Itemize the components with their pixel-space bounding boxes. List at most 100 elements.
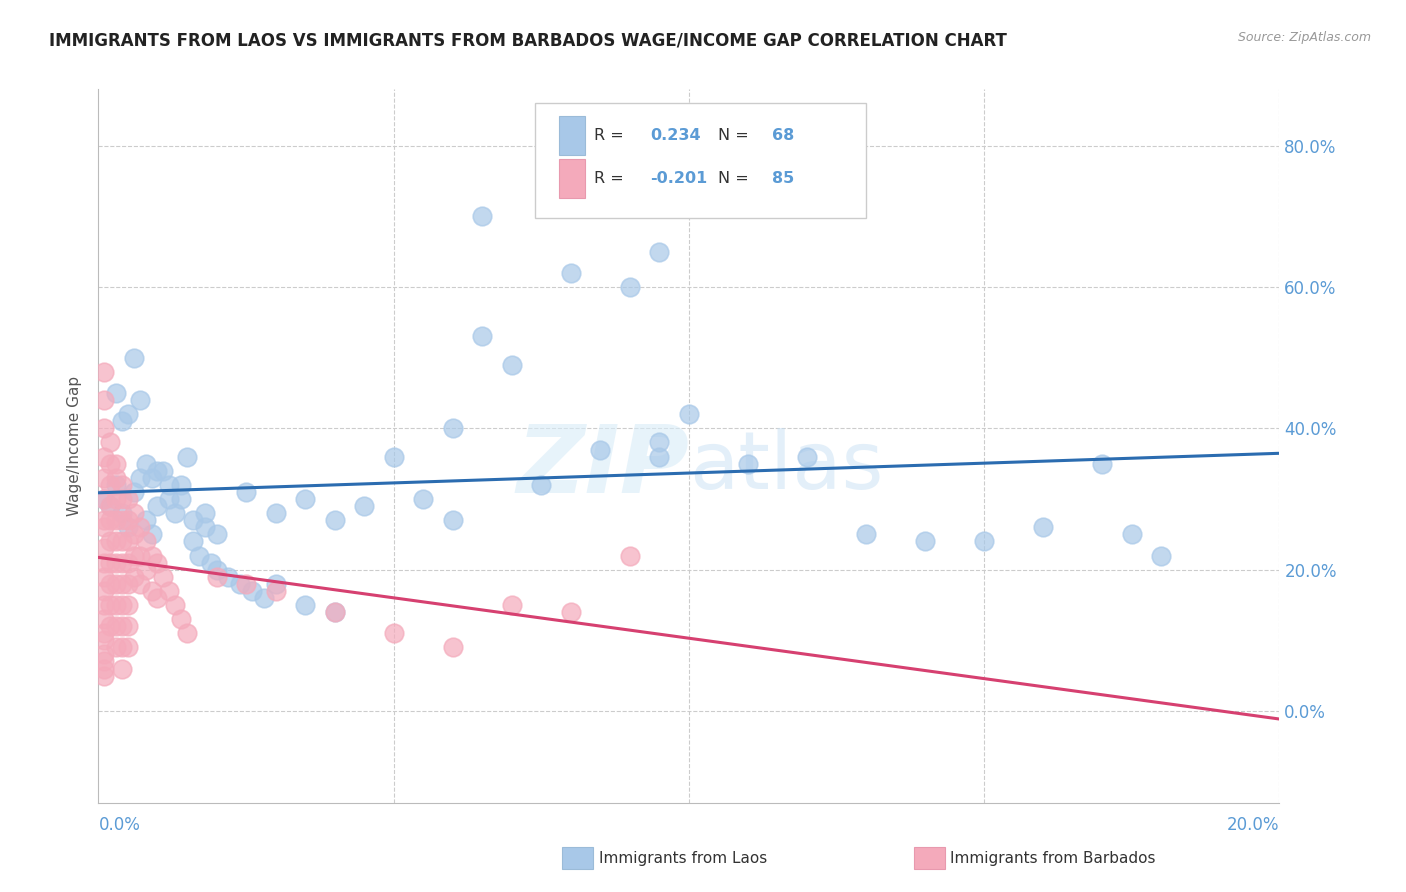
Point [141,527,163,541]
Point [165,598,187,612]
Point [471,210,494,224]
Point [105,556,128,570]
Point [93,471,115,485]
Point [501,358,523,372]
Point [111,506,134,520]
Point [323,605,346,619]
Point [122,549,145,563]
Point [98,435,121,450]
Point [135,457,157,471]
Point [105,640,128,655]
Point [111,414,134,428]
Point [105,491,128,506]
Point [111,662,134,676]
Point [98,499,121,513]
Point [141,471,163,485]
Point [98,556,121,570]
Point [323,605,346,619]
Point [619,280,641,294]
Point [1150,549,1173,563]
FancyBboxPatch shape [560,116,585,155]
Point [93,450,115,464]
Point [135,534,157,549]
Point [111,640,134,655]
Point [93,648,115,662]
Text: 0.0%: 0.0% [98,816,141,834]
Point [176,450,198,464]
Point [98,619,121,633]
Point [111,491,134,506]
Point [855,527,877,541]
Point [471,329,494,343]
Point [93,365,115,379]
Point [441,640,464,655]
Point [98,457,121,471]
Text: Immigrants from Barbados: Immigrants from Barbados [950,851,1156,865]
Text: 0.234: 0.234 [650,128,700,143]
Text: N =: N = [718,171,755,186]
Point [93,570,115,584]
Point [253,591,276,605]
Point [294,598,316,612]
Point [530,478,553,492]
Point [441,421,464,435]
Point [93,583,115,598]
Point [205,527,228,541]
Point [217,570,239,584]
Point [157,478,180,492]
Point [152,464,174,478]
Point [323,513,346,527]
Text: 20.0%: 20.0% [1227,816,1279,834]
Point [648,244,671,259]
Point [648,435,671,450]
Point [122,506,145,520]
Point [117,640,139,655]
Point [105,386,128,401]
Point [98,499,121,513]
Point [146,499,169,513]
Point [382,450,405,464]
Point [111,576,134,591]
Point [235,484,257,499]
Point [796,450,818,464]
Point [141,549,163,563]
Point [181,534,204,549]
Point [122,570,145,584]
Point [98,534,121,549]
Text: R =: R = [595,128,630,143]
Point [128,471,150,485]
Text: Immigrants from Laos: Immigrants from Laos [599,851,768,865]
Point [93,491,115,506]
Point [648,450,671,464]
Point [264,506,287,520]
FancyBboxPatch shape [536,103,866,218]
Point [141,583,163,598]
Point [619,549,641,563]
Point [264,576,287,591]
Point [914,534,936,549]
Point [111,534,134,549]
Point [157,583,180,598]
Point [117,576,139,591]
Point [194,520,217,534]
Point [157,491,180,506]
Point [93,633,115,648]
FancyBboxPatch shape [560,159,585,198]
Point [146,556,169,570]
Point [1091,457,1114,471]
Point [93,655,115,669]
Point [382,626,405,640]
Point [93,491,115,506]
Text: N =: N = [718,128,755,143]
Point [205,570,228,584]
Point [235,576,257,591]
Point [93,541,115,556]
Point [187,549,209,563]
Point [240,583,263,598]
Point [117,598,139,612]
Point [205,563,228,577]
Point [170,612,193,626]
Point [111,619,134,633]
Point [93,520,115,534]
Text: R =: R = [595,171,630,186]
